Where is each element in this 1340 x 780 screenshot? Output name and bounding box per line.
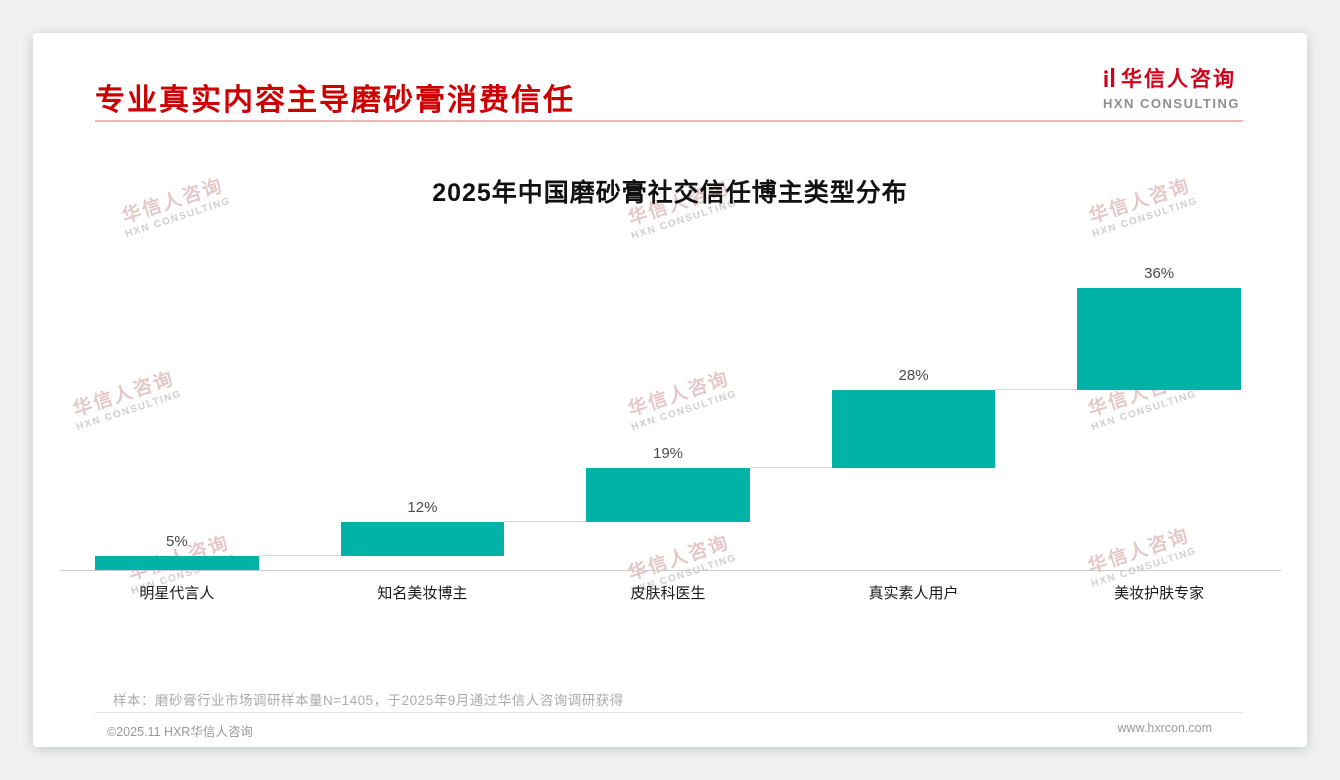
value-label: 12% — [407, 499, 438, 517]
category-label: 明星代言人 — [139, 585, 215, 602]
value-label: 36% — [1144, 265, 1175, 282]
logo-text-en: HXN CONSULTING — [1102, 96, 1240, 111]
title-divider — [95, 120, 1243, 122]
website: www.hxrcon.com — [1117, 721, 1212, 735]
waterfall-bar — [95, 555, 259, 570]
waterfall-bar — [831, 389, 996, 469]
value-label: 19% — [652, 445, 684, 463]
footer-divider — [95, 712, 1243, 713]
plot-area: 5% 12% 19% 28% 36% — [95, 265, 1241, 570]
connector-line — [995, 388, 1078, 390]
connector-line — [749, 467, 832, 469]
logo-icon — [1103, 65, 1116, 93]
category-label: 美妆护肤专家 — [1114, 585, 1205, 602]
brand-logo-top: 华信人咨询 — [1103, 63, 1240, 93]
logo-text-cn: 华信人咨询 — [1120, 68, 1236, 91]
page-title: 专业真实内容主导磨砂膏消费信任 — [95, 84, 575, 117]
category-label: 知名美妆博主 — [377, 585, 468, 602]
value-label: 5% — [166, 532, 188, 550]
category-label: 皮肤科医生 — [630, 585, 706, 602]
brand-logo: 华信人咨询 HXN CONSULTING — [1103, 63, 1240, 111]
copyright: ©2025.11 HXR华信人咨询 — [107, 725, 253, 739]
chart-title: 2025年中国磨砂膏社交信任博主类型分布 — [432, 179, 908, 207]
value-label: 28% — [898, 366, 929, 384]
report-card: 专业真实内容主导磨砂膏消费信任 华信人咨询 HXN CONSULTING 华信人… — [33, 33, 1307, 747]
connector-line — [504, 521, 587, 523]
waterfall-bar — [586, 468, 750, 523]
connector-line — [258, 554, 341, 556]
waterfall-bar — [340, 522, 505, 556]
x-axis-line — [60, 570, 1281, 571]
waterfall-bar — [1077, 288, 1241, 390]
category-labels: 明星代言人 知名美妆博主 皮肤科医生 真实素人用户 美妆护肤专家 — [95, 582, 1241, 604]
sample-note: 样本：磨砂膏行业市场调研样本量N=1405，于2025年9月通过华信人咨询调研获… — [113, 693, 624, 708]
category-label: 真实素人用户 — [868, 585, 959, 602]
